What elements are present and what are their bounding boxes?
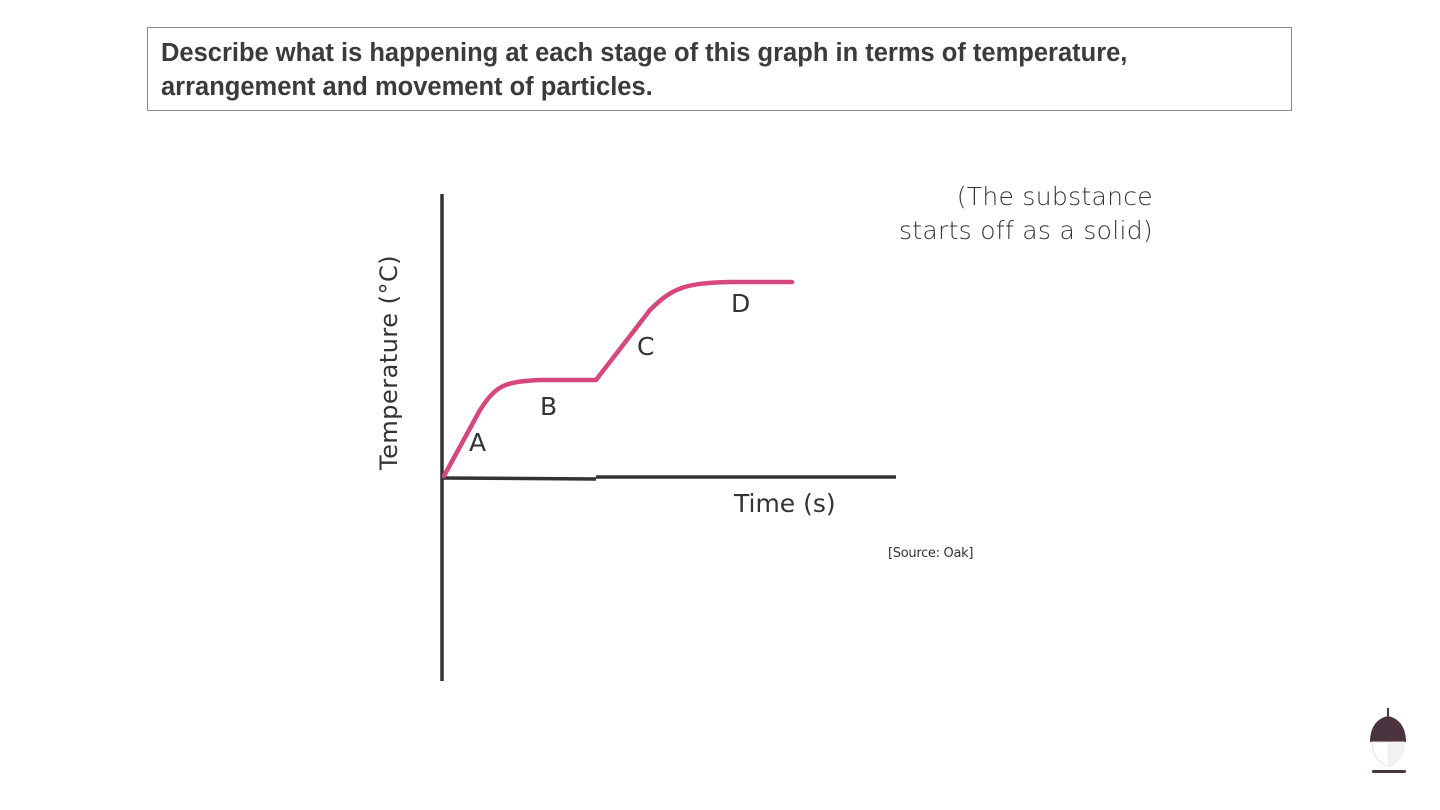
- substance-note: (The substance starts off as a solid): [860, 180, 1153, 248]
- source-citation: [Source: Oak]: [888, 546, 974, 561]
- heating-curve: [441, 279, 795, 479]
- substance-note-line-1: (The substance: [956, 182, 1153, 211]
- stage-label-a: A: [469, 428, 486, 457]
- stage-label-b: B: [540, 392, 557, 421]
- stage-label-c: C: [637, 332, 654, 361]
- y-axis-label: Temperature (°C): [375, 255, 403, 471]
- stage-label-d: D: [731, 289, 750, 318]
- acorn-icon: [1370, 708, 1406, 773]
- question-text: Describe what is happening at each stage…: [161, 39, 1128, 101]
- substance-note-line-2: starts off as a solid): [898, 216, 1153, 245]
- question-box: Describe what is happening at each stage…: [147, 27, 1292, 111]
- x-axis-label: Time (s): [733, 489, 836, 518]
- x-axis: [441, 476, 597, 481]
